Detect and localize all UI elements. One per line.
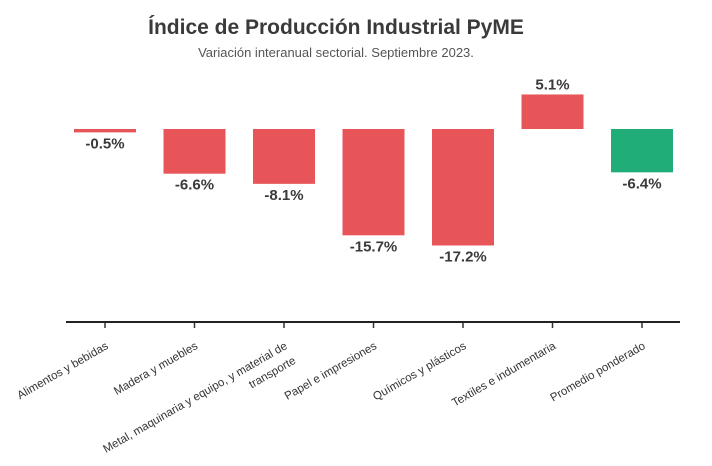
bar-3 (342, 129, 405, 236)
bar-4 (432, 129, 494, 246)
chart-title: Índice de Producción Industrial PyME (148, 16, 524, 39)
data-label-3: -15.7% (350, 238, 398, 255)
x-tick-label-1: Madera y muebles (112, 340, 200, 398)
x-tick-label-6: Promedio ponderado (548, 340, 647, 404)
data-label-5: 5.1% (535, 76, 569, 93)
chart-subtitle: Variación interanual sectorial. Septiemb… (198, 45, 474, 60)
bar-6 (611, 129, 673, 173)
bar-1 (163, 129, 226, 174)
data-label-6: -6.4% (622, 175, 661, 192)
bar-2 (253, 129, 315, 184)
data-label-4: -17.2% (439, 248, 487, 265)
data-label-0: -0.5% (85, 135, 124, 152)
x-tick-label-4: Químicos y plásticos (371, 340, 469, 403)
bar-5 (521, 94, 584, 129)
x-tick-label-0: Alimentos y bebidas (15, 340, 110, 402)
x-tick-label-3: Papel e impresiones (283, 340, 379, 403)
x-tick-label-2: Metal, maquinaria y equipo, y material d… (101, 340, 298, 466)
bar-0 (74, 129, 136, 133)
data-label-2: -8.1% (264, 187, 303, 204)
data-label-1: -6.6% (175, 177, 214, 194)
